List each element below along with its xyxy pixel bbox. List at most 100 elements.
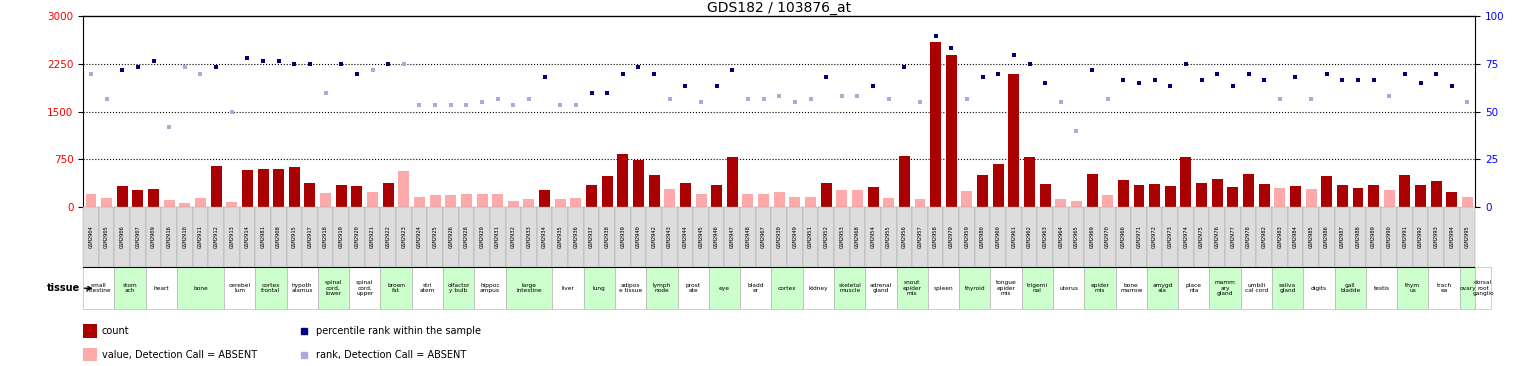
Text: heart: heart [154, 286, 169, 291]
Text: tongue
epider
mis: tongue epider mis [996, 280, 1016, 296]
Point [1424, 71, 1449, 76]
Point [203, 64, 228, 70]
Text: GSM2931: GSM2931 [496, 225, 500, 249]
Bar [148, 189, 159, 207]
Bar [554, 199, 565, 207]
Text: GSM2963: GSM2963 [1043, 225, 1047, 249]
Point [313, 90, 337, 96]
Text: GSM2914: GSM2914 [245, 225, 249, 249]
Text: GSM2933: GSM2933 [527, 225, 531, 249]
Text: small
intestine: small intestine [86, 283, 111, 294]
Bar [411, 207, 427, 267]
Bar [1461, 197, 1472, 207]
Bar [1021, 207, 1038, 267]
Text: lung: lung [593, 286, 605, 291]
Bar [493, 194, 504, 207]
Bar [226, 202, 237, 207]
Bar [211, 165, 222, 207]
Bar [805, 197, 816, 207]
Bar [163, 201, 174, 207]
Point [782, 99, 807, 105]
Bar [1381, 207, 1397, 267]
Text: GSM2969: GSM2969 [1090, 225, 1095, 249]
Bar [975, 207, 990, 267]
Point [955, 96, 979, 102]
Bar [884, 198, 895, 207]
Point [1158, 83, 1183, 89]
Bar [1446, 191, 1457, 207]
Bar [1475, 267, 1491, 309]
Bar [1274, 188, 1286, 207]
Point [79, 71, 103, 76]
Text: GSM2937: GSM2937 [588, 225, 594, 249]
Bar [1197, 183, 1207, 207]
Bar [724, 207, 741, 267]
Point [892, 64, 916, 70]
Point [642, 71, 667, 76]
Text: GSM2995: GSM2995 [1465, 225, 1471, 249]
Text: GSM2988: GSM2988 [1355, 225, 1360, 249]
Bar [1040, 184, 1050, 207]
Text: trach
ea: trach ea [1437, 283, 1452, 294]
Bar [1194, 207, 1209, 267]
Point [94, 96, 119, 102]
Point [376, 61, 400, 67]
Bar [570, 198, 582, 207]
Bar [383, 183, 394, 207]
Bar [1132, 207, 1147, 267]
Text: GSM2966: GSM2966 [1121, 225, 1126, 249]
Bar [350, 267, 380, 309]
Bar [850, 207, 865, 267]
Bar [976, 175, 989, 207]
Bar [1303, 267, 1335, 309]
Text: olfactor
y bulb: olfactor y bulb [447, 283, 470, 294]
Point [516, 96, 541, 102]
Bar [256, 207, 271, 267]
Bar [117, 187, 128, 207]
Point [658, 96, 682, 102]
Bar [524, 199, 534, 207]
Text: GSM2921: GSM2921 [370, 225, 376, 249]
Bar [1133, 185, 1144, 207]
Point [439, 102, 464, 108]
Bar [664, 189, 675, 207]
Bar [614, 207, 631, 267]
Bar [336, 184, 347, 207]
Bar [1412, 207, 1429, 267]
Bar [896, 207, 912, 267]
Bar [474, 207, 490, 267]
Text: dorsal
root
ganglio: dorsal root ganglio [1472, 280, 1494, 296]
Bar [708, 267, 741, 309]
Bar [1224, 207, 1241, 267]
Text: GSM2952: GSM2952 [824, 225, 829, 249]
Bar [430, 195, 440, 207]
Text: stri
atem: stri atem [419, 283, 434, 294]
Bar [1384, 190, 1395, 207]
Point [470, 99, 494, 105]
Bar [993, 164, 1004, 207]
Bar [129, 207, 146, 267]
Bar [772, 207, 787, 267]
Bar [584, 207, 599, 267]
Point [673, 83, 698, 89]
Bar [317, 207, 334, 267]
Bar [990, 207, 1006, 267]
Point [861, 83, 886, 89]
Text: spinal
cord,
upper: spinal cord, upper [356, 280, 373, 296]
Text: GSM2990: GSM2990 [1388, 225, 1392, 249]
Text: cortex
frontal: cortex frontal [262, 283, 280, 294]
Point [188, 71, 213, 76]
Bar [553, 207, 568, 267]
Bar [444, 207, 459, 267]
Bar [568, 207, 584, 267]
Text: GSM2919: GSM2919 [339, 225, 343, 249]
Text: GSM2970: GSM2970 [1106, 225, 1110, 249]
Point [721, 67, 745, 73]
Text: GSM2904: GSM2904 [88, 225, 94, 249]
Point [1080, 67, 1104, 73]
Text: GSM2959: GSM2959 [964, 225, 970, 249]
Bar [474, 267, 505, 309]
Text: liver: liver [562, 286, 574, 291]
Text: hippoc
ampus: hippoc ampus [480, 283, 501, 294]
Text: GSM2973: GSM2973 [1167, 225, 1173, 249]
